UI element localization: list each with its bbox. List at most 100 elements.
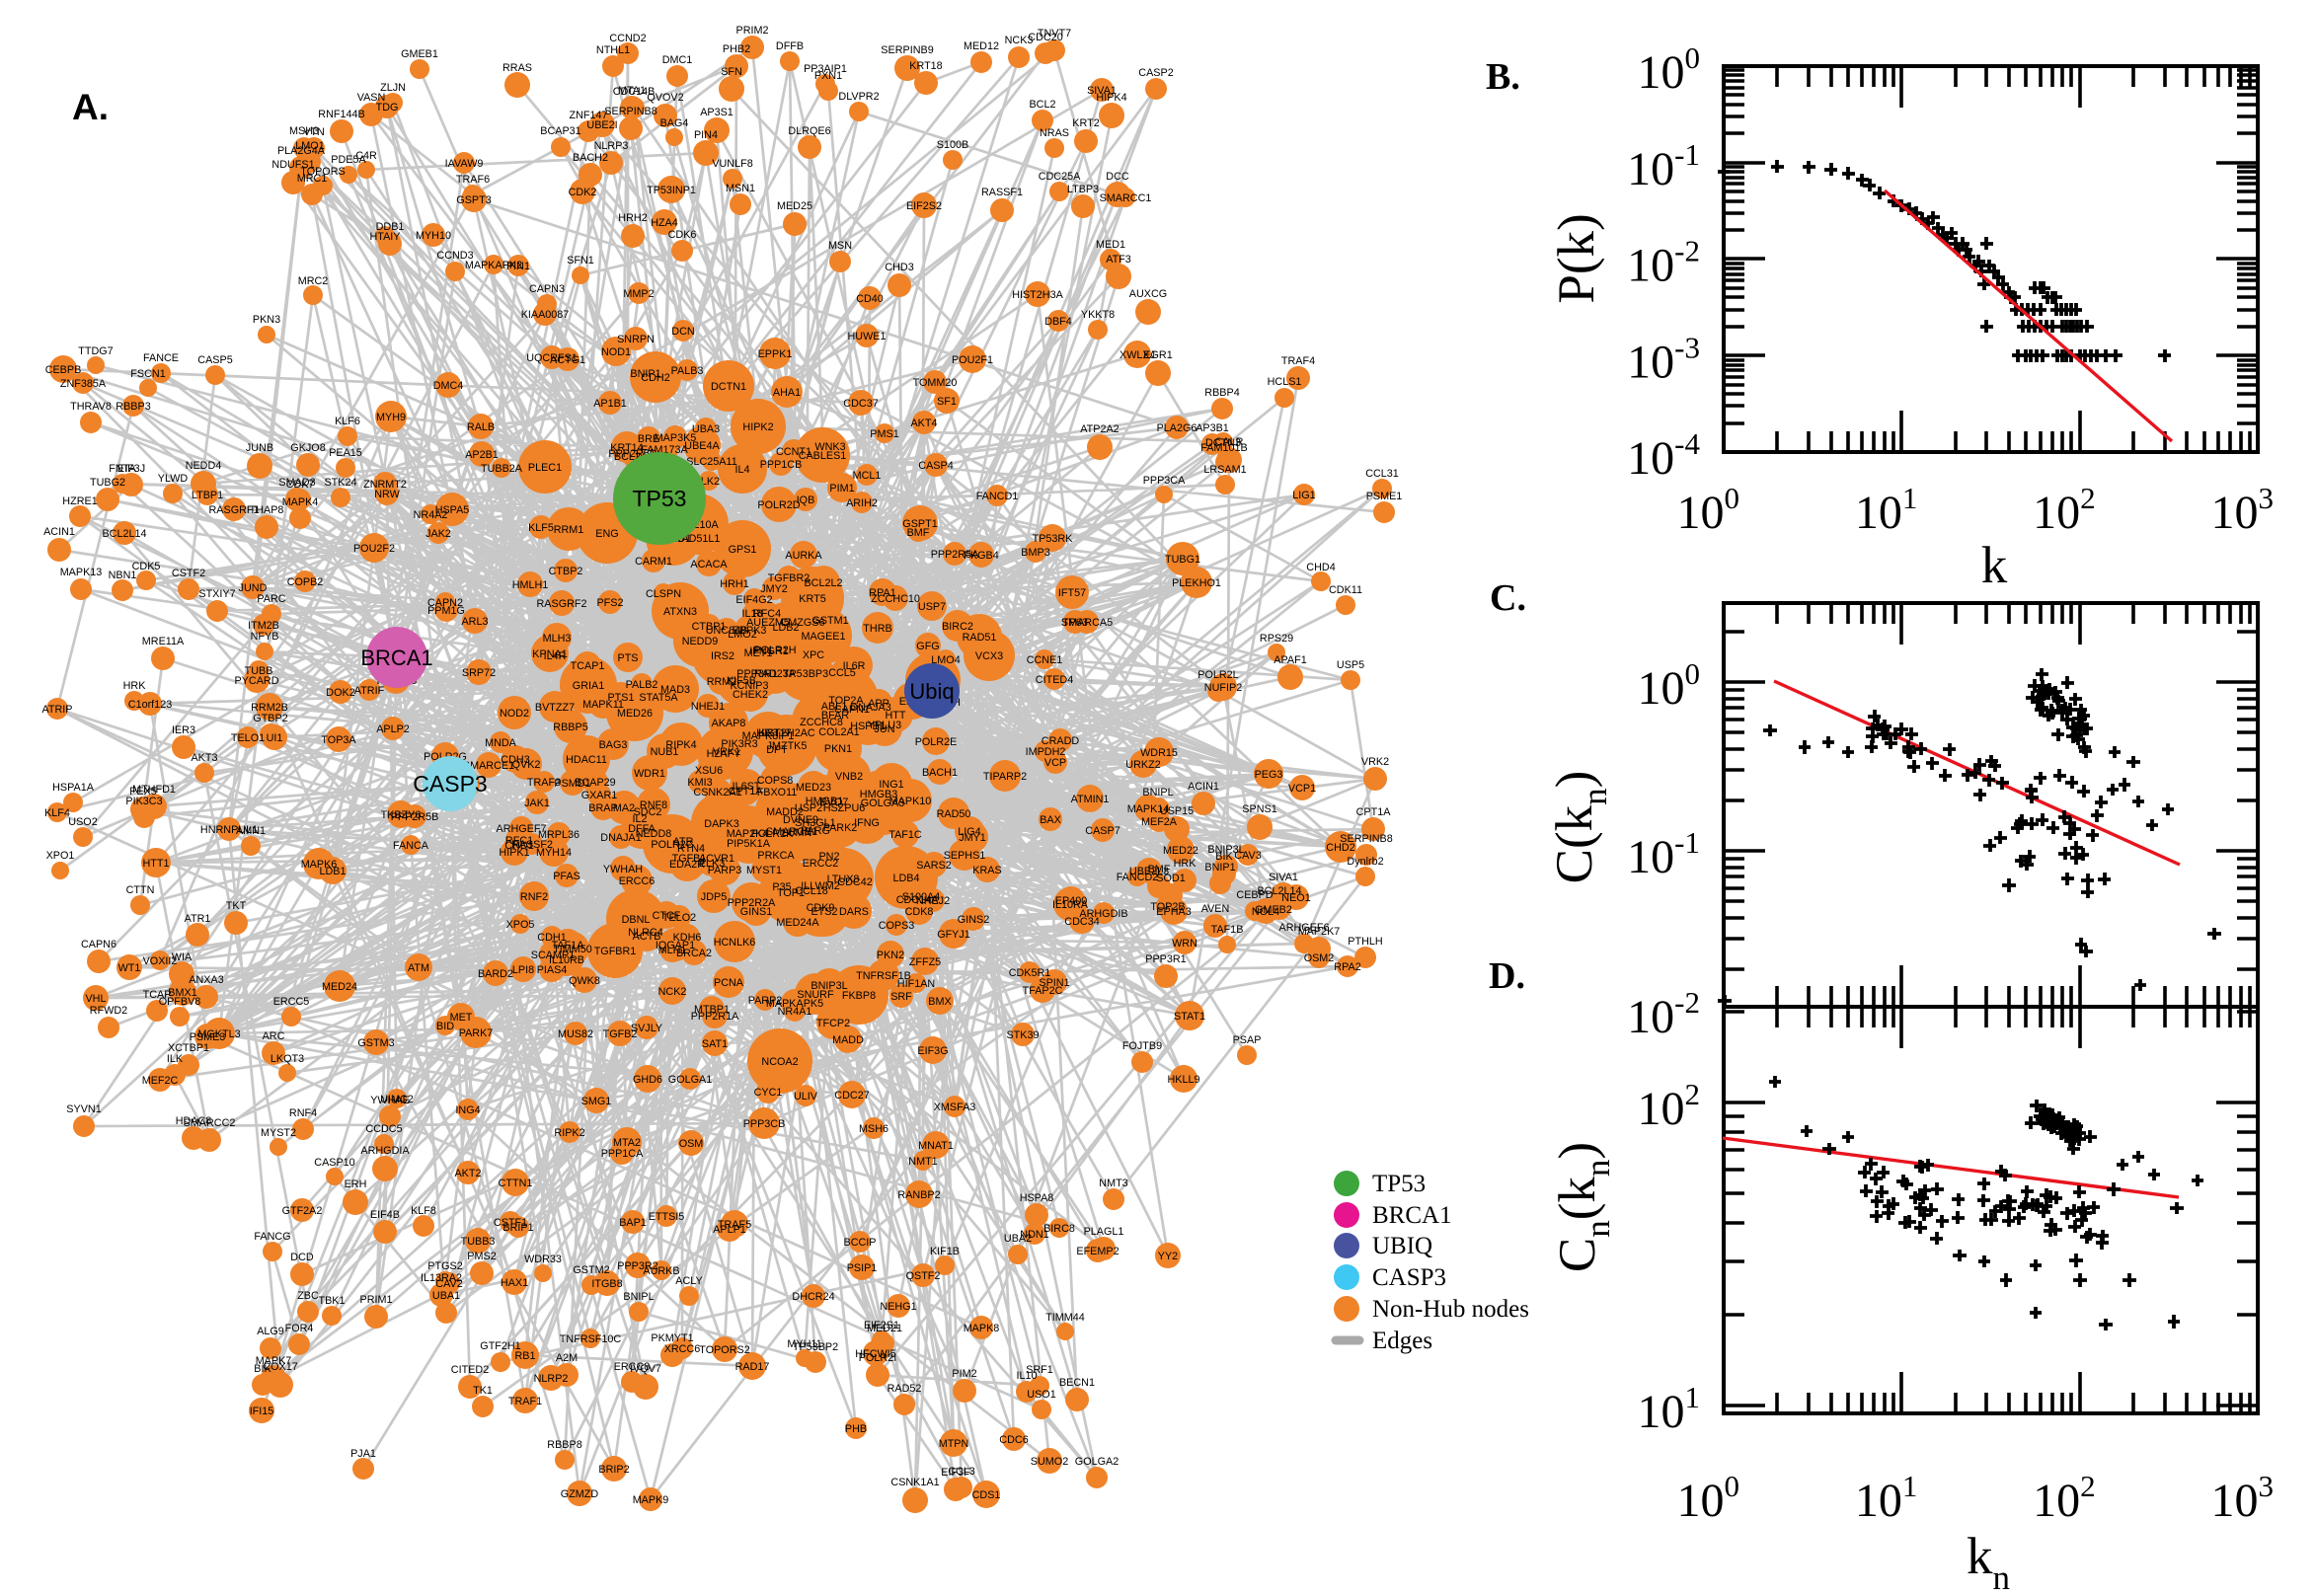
svg-text:MNAT1: MNAT1	[918, 1140, 954, 1152]
svg-text:TGFB2: TGFB2	[603, 1028, 638, 1040]
svg-text:PN2: PN2	[818, 851, 839, 863]
svg-text:NEDD4: NEDD4	[186, 460, 222, 472]
svg-text:PPP3CB: PPP3CB	[743, 1118, 786, 1130]
svg-text:RNF2: RNF2	[520, 891, 548, 903]
svg-text:TP53: TP53	[633, 486, 687, 511]
svg-text:KRT14: KRT14	[610, 442, 643, 454]
svg-text:LKQT3: LKQT3	[270, 1053, 304, 1065]
svg-text:HRK: HRK	[1174, 858, 1197, 870]
svg-text:KRAS: KRAS	[972, 865, 1001, 876]
svg-text:MAPK9: MAPK9	[633, 1494, 669, 1506]
svg-text:MAD3: MAD3	[660, 684, 690, 696]
svg-text:NOD2: NOD2	[500, 708, 529, 720]
svg-text:MAP2K7: MAP2K7	[1298, 926, 1341, 938]
svg-text:MAPK11: MAPK11	[582, 699, 624, 711]
svg-text:HCNLK6: HCNLK6	[714, 937, 756, 949]
svg-text:BCAP31: BCAP31	[540, 125, 580, 137]
svg-text:IL10RA: IL10RA	[1052, 899, 1089, 911]
svg-text:POLR2E: POLR2E	[915, 736, 958, 748]
svg-text:CSNK2A1: CSNK2A1	[693, 787, 741, 798]
svg-text:ARHGDIA: ARHGDIA	[360, 1145, 410, 1157]
svg-text:NLRP2: NLRP2	[534, 1373, 569, 1385]
svg-text:STAT5A: STAT5A	[639, 692, 678, 704]
svg-text:BRE: BRE	[638, 433, 659, 445]
svg-text:WT1: WT1	[118, 962, 141, 974]
svg-text:PPP3R2: PPP3R2	[617, 1260, 657, 1272]
svg-text:GOLGA3: GOLGA3	[861, 798, 904, 809]
svg-text:GFG: GFG	[916, 641, 939, 652]
svg-text:NRAS: NRAS	[1040, 127, 1069, 139]
svg-text:MADD: MADD	[832, 1034, 864, 1046]
svg-text:AURKA: AURKA	[785, 550, 822, 562]
svg-text:TCAP: TCAP	[143, 989, 172, 1001]
svg-text:PARK2: PARK2	[823, 822, 858, 834]
svg-text:NUFIP2: NUFIP2	[1204, 682, 1242, 694]
svg-text:SMARCB1: SMARCB1	[766, 826, 817, 838]
svg-text:DVNE9: DVNE9	[783, 814, 818, 826]
svg-text:SPNS1: SPNS1	[1242, 803, 1276, 815]
svg-text:PXN1: PXN1	[814, 70, 842, 82]
svg-text:BMX: BMX	[928, 996, 951, 1008]
svg-text:RAD17: RAD17	[735, 1361, 770, 1373]
svg-text:A2M: A2M	[556, 1352, 578, 1364]
svg-text:USP7: USP7	[918, 601, 946, 613]
svg-text:CTBP2: CTBP2	[549, 566, 583, 577]
svg-text:VASN: VASN	[357, 92, 386, 104]
svg-text:HKLL9: HKLL9	[1167, 1074, 1199, 1086]
svg-text:RRM2B: RRM2B	[251, 702, 288, 714]
svg-text:ZNF385A: ZNF385A	[60, 378, 107, 390]
svg-text:BRCA1: BRCA1	[360, 646, 432, 670]
svg-text:MAPK14: MAPK14	[1127, 803, 1170, 815]
svg-text:STXIY7: STXIY7	[198, 588, 235, 600]
svg-text:MAPK10: MAPK10	[889, 796, 932, 807]
svg-text:UNC84B: UNC84B	[706, 625, 748, 637]
svg-text:TGFB1: TGFB1	[672, 853, 707, 865]
svg-text:CPT1A: CPT1A	[1356, 806, 1392, 818]
svg-text:OSM: OSM	[679, 1138, 704, 1150]
svg-text:YWHAE: YWHAE	[370, 1095, 410, 1106]
svg-text:PPP2R1A: PPP2R1A	[691, 1011, 739, 1023]
svg-text:LDB1: LDB1	[319, 866, 346, 877]
svg-text:DARS: DARS	[839, 906, 869, 918]
svg-text:PIK3R3: PIK3R3	[721, 738, 757, 750]
svg-text:GINS1: GINS1	[740, 906, 772, 918]
svg-text:MADD2: MADD2	[766, 806, 804, 818]
svg-text:DNAJA1: DNAJA1	[600, 832, 641, 844]
svg-text:IL6R: IL6R	[843, 660, 866, 672]
svg-text:MSN1: MSN1	[726, 183, 755, 194]
svg-text:YWHAH: YWHAH	[603, 864, 643, 875]
svg-text:HAX1: HAX1	[501, 1277, 528, 1289]
svg-text:STK39: STK39	[1006, 1029, 1039, 1041]
svg-text:HRH1: HRH1	[720, 578, 748, 590]
svg-text:CSNK1A1: CSNK1A1	[890, 1477, 939, 1488]
svg-text:XPC: XPC	[803, 649, 824, 661]
svg-text:HSPB1: HSPB1	[850, 721, 885, 732]
svg-text:AKAP8: AKAP8	[712, 718, 746, 729]
svg-text:GRIA1: GRIA1	[573, 680, 604, 692]
svg-text:UBE4A: UBE4A	[684, 440, 720, 452]
svg-text:ATRIF: ATRIF	[354, 685, 385, 697]
svg-text:LTBP1: LTBP1	[192, 490, 223, 501]
svg-text:PARC: PARC	[257, 593, 285, 605]
svg-text:ITGB8: ITGB8	[591, 1278, 622, 1290]
svg-text:BCL2L2: BCL2L2	[804, 577, 842, 589]
svg-text:MMP2: MMP2	[623, 288, 654, 300]
svg-text:IL4: IL4	[734, 464, 749, 476]
svg-text:CTBP1: CTBP1	[692, 621, 727, 633]
svg-text:GTF2H1: GTF2H1	[480, 1340, 520, 1352]
svg-text:MAGEE1: MAGEE1	[801, 631, 845, 643]
svg-text:HMGB1: HMGB1	[806, 796, 843, 807]
svg-text:PIN1: PIN1	[506, 261, 530, 272]
svg-text:SARS2: SARS2	[916, 860, 951, 872]
svg-text:FBXO11: FBXO11	[757, 787, 798, 798]
svg-text:BACH1: BACH1	[922, 767, 958, 779]
svg-text:BIK: BIK	[254, 1363, 271, 1375]
svg-text:LUMN: LUMN	[782, 827, 812, 839]
svg-text:PFAS: PFAS	[553, 871, 580, 882]
svg-text:Edges: Edges	[1372, 1328, 1432, 1354]
svg-text:DCC: DCC	[1106, 171, 1129, 183]
svg-text:CDK11: CDK11	[1329, 584, 1362, 596]
svg-text:NLRP3: NLRP3	[594, 140, 629, 152]
svg-text:LDB4: LDB4	[892, 873, 919, 884]
svg-text:SAT1: SAT1	[702, 1038, 728, 1050]
